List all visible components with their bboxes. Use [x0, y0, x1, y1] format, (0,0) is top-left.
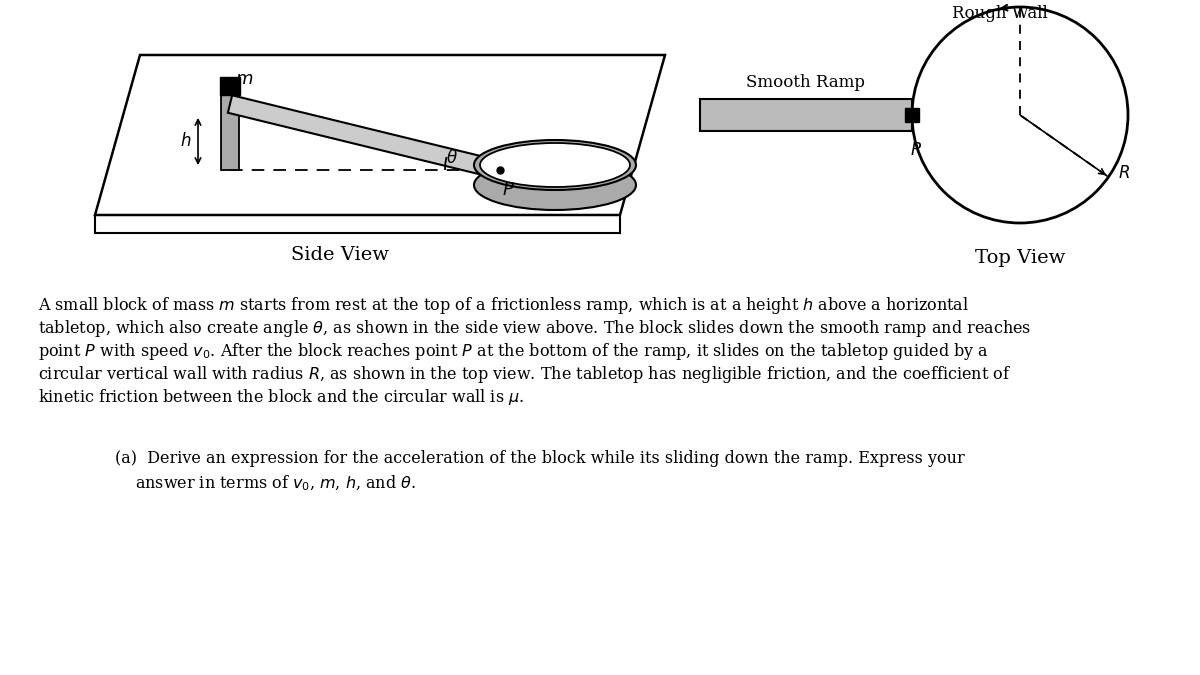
Polygon shape: [228, 95, 502, 179]
Text: Rough Wall: Rough Wall: [952, 5, 1048, 22]
Text: tabletop, which also create angle $\theta$, as shown in the side view above. The: tabletop, which also create angle $\thet…: [38, 318, 1031, 339]
Text: circular vertical wall with radius $R$, as shown in the top view. The tabletop h: circular vertical wall with radius $R$, …: [38, 364, 1012, 385]
Text: answer in terms of $v_0$, $m$, $h$, and $\theta$.: answer in terms of $v_0$, $m$, $h$, and …: [134, 474, 416, 493]
Text: A small block of mass $m$ starts from rest at the top of a frictionless ramp, wh: A small block of mass $m$ starts from re…: [38, 295, 970, 316]
Bar: [700, 99, 912, 131]
Bar: [220, 77, 240, 95]
Text: Side View: Side View: [292, 246, 389, 264]
Text: point $P$ with speed $v_0$. After the block reaches point $P$ at the bottom of t: point $P$ with speed $v_0$. After the bl…: [38, 341, 989, 362]
Text: $h$: $h$: [180, 132, 192, 150]
Text: $P$: $P$: [910, 142, 922, 159]
Text: Smooth Ramp: Smooth Ramp: [746, 74, 865, 91]
Text: $m$: $m$: [235, 70, 253, 88]
Bar: [221, 95, 239, 170]
Text: $\theta$: $\theta$: [446, 149, 458, 167]
Text: Top View: Top View: [974, 249, 1066, 267]
Text: (a)  Derive an expression for the acceleration of the block while its sliding do: (a) Derive an expression for the acceler…: [115, 450, 965, 467]
Ellipse shape: [474, 160, 636, 210]
Bar: [905, 108, 919, 122]
Ellipse shape: [474, 140, 636, 190]
Text: kinetic friction between the block and the circular wall is $\mu$.: kinetic friction between the block and t…: [38, 387, 524, 407]
Text: $R$: $R$: [1118, 165, 1130, 182]
Text: $P$: $P$: [502, 181, 515, 199]
Polygon shape: [95, 55, 665, 215]
Ellipse shape: [480, 143, 630, 187]
